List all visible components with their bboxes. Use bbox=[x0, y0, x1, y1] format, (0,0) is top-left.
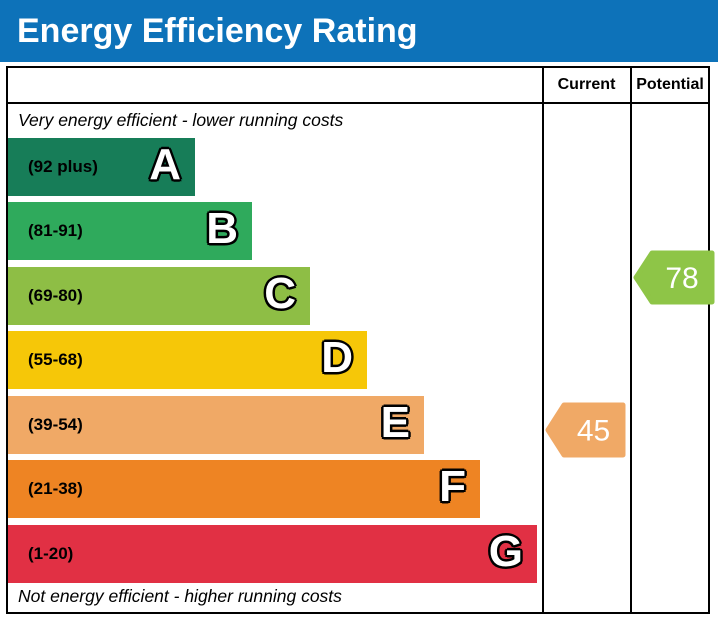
band-letter: C bbox=[264, 268, 296, 318]
band-range-label: (55-68) bbox=[28, 350, 83, 369]
band-row-e: (39-54) E bbox=[8, 395, 424, 454]
current-arrow-shape bbox=[545, 402, 625, 457]
band-row-c: (69-80) C bbox=[8, 266, 310, 325]
current-column-header: Current bbox=[557, 76, 616, 93]
potential-column-divider bbox=[629, 68, 632, 612]
current-column-divider bbox=[541, 68, 544, 612]
potential-rating-value: 78 bbox=[665, 262, 698, 295]
band-row-f: (21-38) F bbox=[8, 460, 480, 518]
top-note: Very energy efficient - lower running co… bbox=[18, 110, 344, 130]
potential-arrow-shape bbox=[633, 250, 714, 304]
band-range-label: (39-54) bbox=[28, 414, 83, 434]
band-letter: F bbox=[439, 462, 466, 512]
band-letter: D bbox=[321, 333, 353, 383]
title-bar: Energy Efficiency Rating bbox=[0, 0, 718, 62]
table-header-row: Current Potential bbox=[8, 68, 708, 104]
band-range-label: (1-20) bbox=[28, 543, 74, 563]
rating-table: Current Potential Very energy efficient … bbox=[6, 66, 714, 614]
potential-rating-arrow: 78 bbox=[633, 250, 714, 304]
band-range-label: (81-91) bbox=[28, 221, 83, 240]
band-row-g: (1-20) G bbox=[8, 524, 537, 583]
chart-title: Energy Efficiency Rating bbox=[17, 11, 418, 50]
band-row-a: (92 plus) A bbox=[8, 137, 195, 196]
band-range-label: (69-80) bbox=[28, 285, 83, 305]
band-letter: G bbox=[488, 526, 523, 576]
current-rating-value: 45 bbox=[576, 414, 609, 447]
bottom-note: Not energy efficient - higher running co… bbox=[18, 586, 342, 606]
band-range-label: (21-38) bbox=[28, 479, 83, 498]
band-letter: A bbox=[149, 139, 181, 189]
potential-column-header: Potential bbox=[636, 76, 704, 93]
band-letter: E bbox=[380, 397, 410, 447]
band-row-b: (81-91) B bbox=[8, 202, 252, 260]
band-row-d: (55-68) D bbox=[8, 331, 367, 389]
band-range-label: (92 plus) bbox=[28, 156, 98, 176]
current-rating-arrow: 45 bbox=[545, 402, 625, 457]
band-letter: B bbox=[206, 204, 238, 254]
